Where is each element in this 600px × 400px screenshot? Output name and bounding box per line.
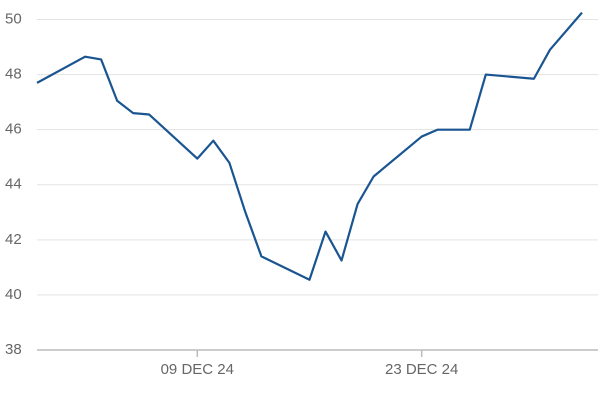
y-tick-label: 50 (5, 10, 22, 27)
y-tick-label: 46 (5, 121, 22, 138)
line-series (36, 11, 583, 281)
y-tick-label: 48 (5, 66, 22, 83)
y-tick-label: 42 (5, 231, 22, 248)
x-tick-label: 09 DEC 24 (161, 361, 234, 378)
y-tick-label: 44 (5, 176, 22, 193)
x-tick-label: 23 DEC 24 (385, 361, 458, 378)
y-tick-label: 40 (5, 286, 22, 303)
y-tick-label: 38 (5, 341, 22, 358)
